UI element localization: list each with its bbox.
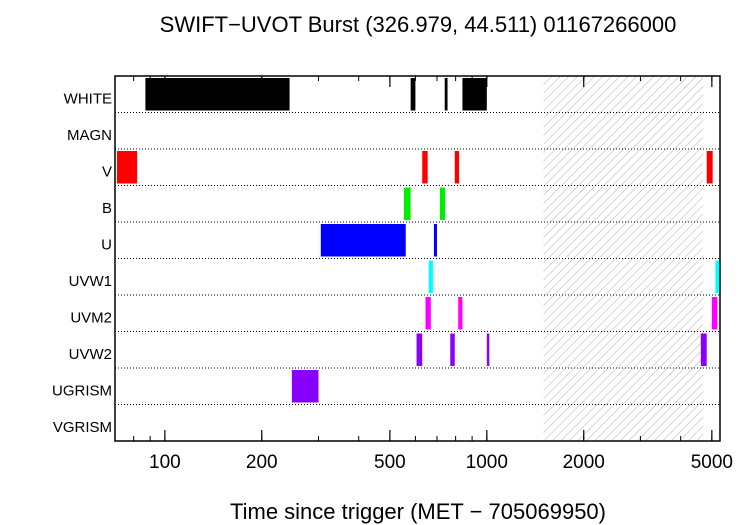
bar-uvw2 [486, 333, 490, 366]
x-tick-label: 5000 [691, 452, 733, 473]
row-label-vgrism: VGRISM [53, 419, 112, 436]
row-label-uvw1: UVW1 [69, 273, 112, 290]
row-label-magn: MAGN [67, 127, 112, 144]
row-label-b: B [102, 200, 112, 217]
bar-b [403, 187, 411, 220]
row-label-u: U [101, 236, 112, 253]
bar-v [116, 151, 138, 184]
bar-white [145, 78, 290, 111]
bar-uvw2 [450, 333, 455, 366]
x-tick-label: 1000 [466, 452, 508, 473]
chart-title: SWIFT−UVOT Burst (326.979, 44.511) 01167… [160, 12, 677, 37]
row-label-ugrism: UGRISM [52, 382, 112, 399]
x-tick-label: 500 [374, 452, 406, 473]
row-label-uvw2: UVW2 [69, 346, 112, 363]
bar-uvw2 [416, 333, 423, 366]
row-label-white: WHITE [64, 90, 112, 107]
row-label-uvm2: UVM2 [70, 309, 112, 326]
bar-b [439, 187, 446, 220]
bar-u [320, 224, 406, 257]
bar-v [454, 151, 460, 184]
x-tick-label: 200 [246, 452, 278, 473]
bar-white [410, 78, 416, 111]
bar-uvm2 [711, 297, 718, 330]
bar-uvw1 [428, 260, 433, 293]
plot-frame [114, 75, 721, 442]
bar-uvm2 [425, 297, 431, 330]
x-tick-label: 2000 [563, 452, 605, 473]
x-tick-label: 100 [149, 452, 181, 473]
x-axis-label: Time since trigger (MET − 705069950) [230, 499, 606, 524]
bar-white [462, 78, 487, 111]
row-label-v: V [102, 163, 112, 180]
bar-ugrism [291, 370, 319, 403]
bar-v [706, 151, 713, 184]
bar-u [433, 224, 437, 257]
bar-uvm2 [458, 297, 463, 330]
bar-white [444, 78, 448, 111]
bar-uvw2 [700, 333, 707, 366]
bar-uvw1 [715, 260, 720, 293]
bar-v [422, 151, 428, 184]
